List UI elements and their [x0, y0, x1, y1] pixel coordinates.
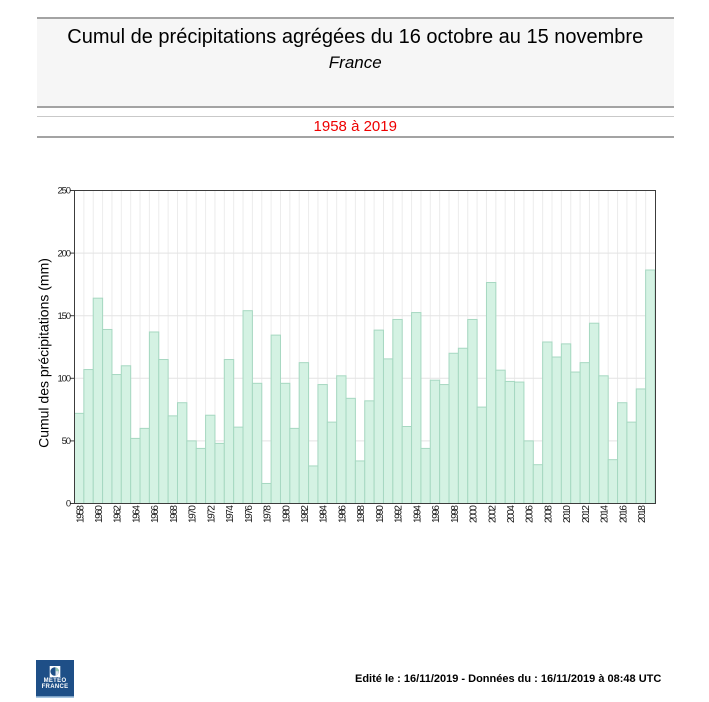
svg-text:2004: 2004 — [506, 505, 517, 523]
svg-text:2006: 2006 — [525, 505, 536, 523]
svg-text:150: 150 — [57, 311, 70, 322]
svg-text:2008: 2008 — [543, 505, 554, 523]
svg-text:1968: 1968 — [169, 505, 180, 523]
svg-text:Cumul des précipitations (mm): Cumul des précipitations (mm) — [36, 258, 52, 448]
svg-text:2018: 2018 — [637, 505, 648, 523]
svg-text:1980: 1980 — [281, 505, 292, 523]
svg-text:2012: 2012 — [581, 505, 592, 523]
svg-text:1970: 1970 — [188, 505, 199, 523]
svg-text:1974: 1974 — [225, 505, 236, 523]
svg-text:1978: 1978 — [263, 505, 274, 523]
svg-text:1962: 1962 — [113, 505, 124, 523]
svg-text:250: 250 — [57, 186, 70, 197]
svg-text:1992: 1992 — [394, 505, 405, 523]
svg-text:1988: 1988 — [356, 505, 367, 523]
svg-text:1982: 1982 — [300, 505, 311, 523]
svg-text:2016: 2016 — [618, 505, 629, 523]
svg-text:2000: 2000 — [469, 505, 480, 523]
svg-text:2002: 2002 — [487, 505, 498, 523]
svg-text:1994: 1994 — [412, 505, 423, 523]
svg-text:2010: 2010 — [562, 505, 573, 523]
svg-text:1958: 1958 — [75, 505, 86, 523]
svg-text:1986: 1986 — [337, 505, 348, 523]
svg-text:1960: 1960 — [94, 505, 105, 523]
svg-text:1964: 1964 — [131, 505, 142, 523]
svg-text:50: 50 — [62, 436, 71, 447]
svg-text:1976: 1976 — [244, 505, 255, 523]
svg-text:1990: 1990 — [375, 505, 386, 523]
svg-text:100: 100 — [57, 374, 70, 385]
svg-text:200: 200 — [57, 248, 70, 259]
svg-text:1972: 1972 — [206, 505, 217, 523]
svg-text:1984: 1984 — [319, 505, 330, 523]
svg-text:1966: 1966 — [150, 505, 161, 523]
svg-text:1998: 1998 — [450, 505, 461, 523]
svg-text:1996: 1996 — [431, 505, 442, 523]
svg-text:0: 0 — [66, 499, 71, 510]
svg-text:2014: 2014 — [600, 505, 611, 523]
